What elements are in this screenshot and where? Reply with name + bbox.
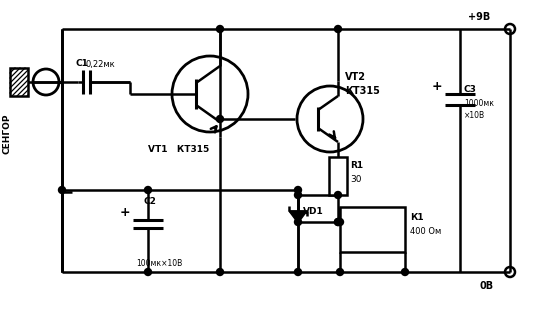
Text: R1: R1 xyxy=(350,160,363,170)
Text: С3: С3 xyxy=(464,84,477,94)
Circle shape xyxy=(334,219,342,225)
Circle shape xyxy=(334,192,342,198)
Text: +: + xyxy=(120,205,130,219)
Circle shape xyxy=(334,25,342,33)
Circle shape xyxy=(337,219,343,225)
Text: 0В: 0В xyxy=(480,281,494,291)
Text: К1: К1 xyxy=(410,213,423,221)
Circle shape xyxy=(217,268,223,275)
Circle shape xyxy=(402,268,408,275)
Text: VТ2: VТ2 xyxy=(345,72,366,82)
Bar xyxy=(329,157,347,195)
Bar xyxy=(340,207,405,252)
Text: +9В: +9В xyxy=(468,12,490,22)
Circle shape xyxy=(295,268,301,275)
Circle shape xyxy=(144,268,152,275)
Circle shape xyxy=(144,187,152,193)
Text: +: + xyxy=(432,79,442,93)
Text: 30: 30 xyxy=(350,175,362,183)
Text: VT1   КТ315: VT1 КТ315 xyxy=(148,144,209,154)
Circle shape xyxy=(217,25,223,33)
Text: 400 Ом: 400 Ом xyxy=(410,228,441,236)
Text: 1000мк: 1000мк xyxy=(464,100,494,109)
Circle shape xyxy=(217,116,223,122)
Text: СЕНГОР: СЕНГОР xyxy=(2,114,12,154)
Circle shape xyxy=(295,187,301,193)
Text: КТ315: КТ315 xyxy=(345,86,380,96)
Circle shape xyxy=(295,219,301,225)
Text: VD1: VD1 xyxy=(303,208,324,216)
Text: С2: С2 xyxy=(143,198,156,207)
Text: 0,22мк: 0,22мк xyxy=(86,59,116,68)
Text: ×10В: ×10В xyxy=(464,111,485,121)
Circle shape xyxy=(58,187,66,193)
Circle shape xyxy=(334,219,342,225)
Polygon shape xyxy=(289,211,307,223)
Bar xyxy=(10,68,28,96)
Circle shape xyxy=(337,268,343,275)
Text: С1: С1 xyxy=(75,59,88,68)
Circle shape xyxy=(295,192,301,198)
Text: 100мк×10В: 100мк×10В xyxy=(136,259,182,268)
